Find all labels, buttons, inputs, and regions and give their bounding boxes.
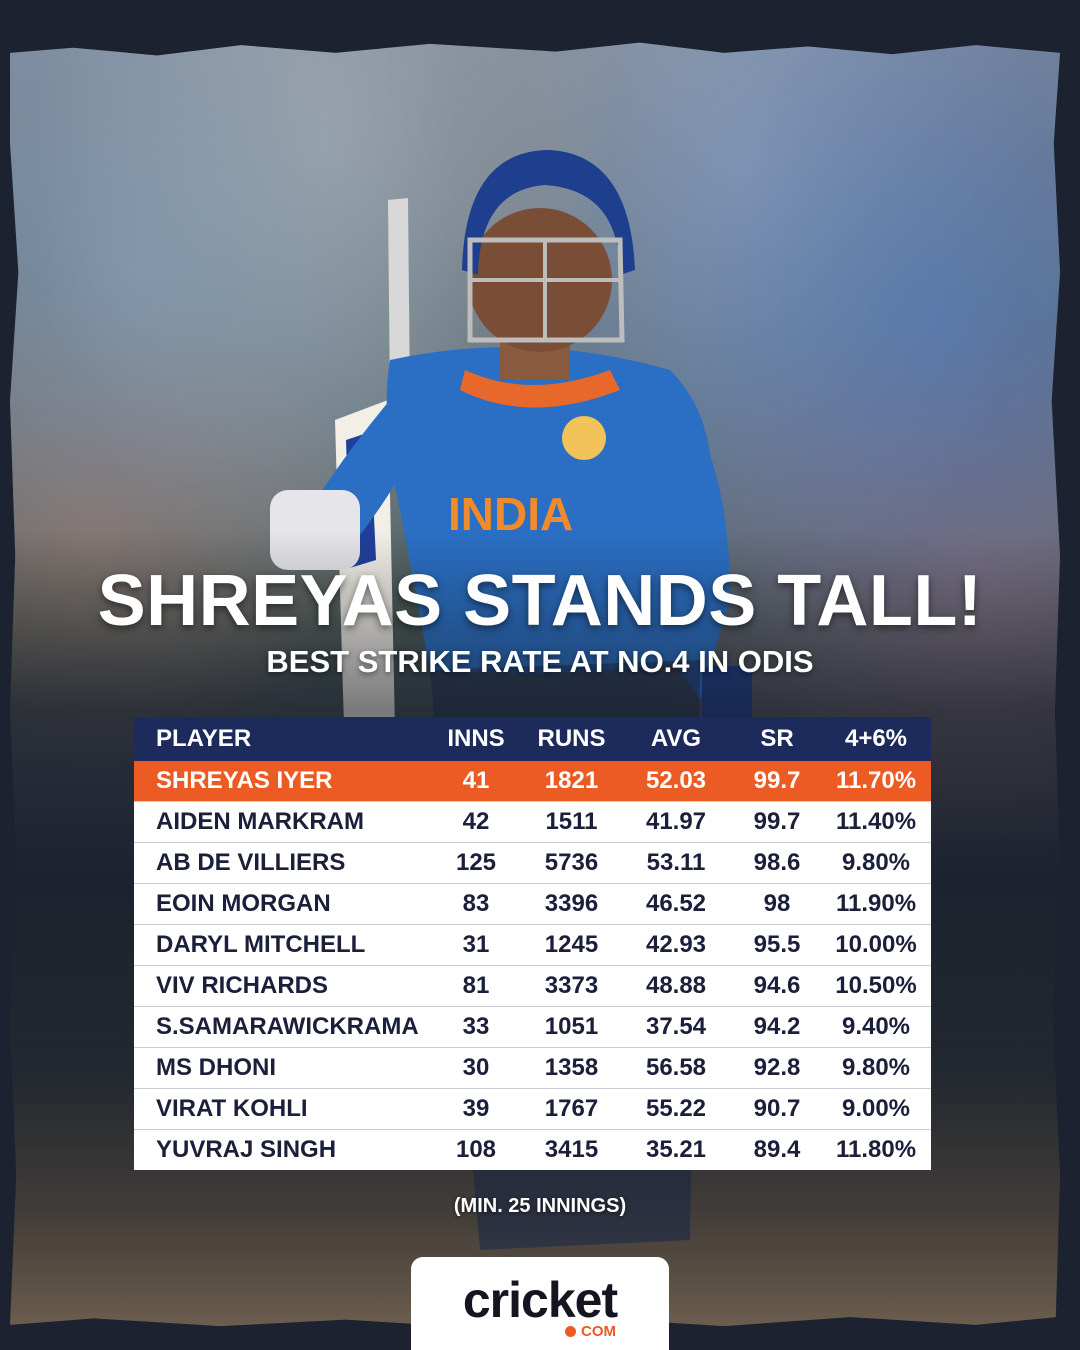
stat-cell: 81 <box>428 965 524 1007</box>
table-row: EOIN MORGAN 83 3396 46.52 98 11.90% <box>134 883 931 925</box>
player-name-cell: MS DHONI <box>134 1047 428 1089</box>
player-name-cell: DARYL MITCHELL <box>134 924 428 966</box>
stat-cell: 125 <box>428 842 524 884</box>
brand-wordmark: cricket <box>462 1272 618 1328</box>
stat-cell: 39 <box>428 1088 524 1130</box>
table-row: AB DE VILLIERS 125 5736 53.11 98.6 9.80% <box>134 842 931 884</box>
player-name-cell: SHREYAS IYER <box>134 761 428 802</box>
stat-cell: 9.80% <box>821 1047 931 1089</box>
stat-cell: 41 <box>428 761 524 802</box>
column-header: 4+6% <box>821 717 931 761</box>
stat-cell: 48.88 <box>619 965 733 1007</box>
stat-cell: 92.8 <box>733 1047 821 1089</box>
stat-cell: 94.2 <box>733 1006 821 1048</box>
stat-cell: 3373 <box>524 965 619 1007</box>
stat-cell: 9.80% <box>821 842 931 884</box>
stat-cell: 56.58 <box>619 1047 733 1089</box>
player-name-cell: VIV RICHARDS <box>134 965 428 1007</box>
stat-cell: 30 <box>428 1047 524 1089</box>
footnote: (MIN. 25 INNINGS) <box>453 1195 627 1217</box>
stat-cell: 108 <box>428 1129 524 1170</box>
brand-logo: cricket COM <box>411 1257 669 1350</box>
column-header: SR <box>733 717 821 761</box>
stat-cell: 9.40% <box>821 1006 931 1048</box>
stat-cell: 42 <box>428 801 524 843</box>
stat-cell: 90.7 <box>733 1088 821 1130</box>
stat-cell: 10.00% <box>821 924 931 966</box>
stat-cell: 1358 <box>524 1047 619 1089</box>
stat-cell: 98.6 <box>733 842 821 884</box>
stat-cell: 9.00% <box>821 1088 931 1130</box>
stat-cell: 3415 <box>524 1129 619 1170</box>
stat-cell: 1767 <box>524 1088 619 1130</box>
stat-cell: 46.52 <box>619 883 733 925</box>
stat-cell: 11.40% <box>821 801 931 843</box>
table-row: YUVRAJ SINGH 108 3415 35.21 89.4 11.80% <box>134 1129 931 1170</box>
player-name-cell: AIDEN MARKRAM <box>134 801 428 843</box>
table-row: AIDEN MARKRAM 42 1511 41.97 99.7 11.40% <box>134 801 931 843</box>
stat-cell: 99.7 <box>733 801 821 843</box>
player-name-cell: AB DE VILLIERS <box>134 842 428 884</box>
stat-cell: 11.80% <box>821 1129 931 1170</box>
player-name-cell: EOIN MORGAN <box>134 883 428 925</box>
stat-cell: 37.54 <box>619 1006 733 1048</box>
stat-cell: 94.6 <box>733 965 821 1007</box>
column-header: RUNS <box>524 717 619 761</box>
player-name-cell: S.SAMARAWICKRAMA <box>134 1006 428 1048</box>
column-header: INNS <box>428 717 524 761</box>
table-row: VIRAT KOHLI 39 1767 55.22 90.7 9.00% <box>134 1088 931 1130</box>
stat-cell: 98 <box>733 883 821 925</box>
table-row: MS DHONI 30 1358 56.58 92.8 9.80% <box>134 1047 931 1089</box>
player-name-cell: YUVRAJ SINGH <box>134 1129 428 1170</box>
stats-table: PLAYER INNS RUNS AVG SR 4+6% SHREYAS IYER 41 18… <box>134 717 931 1170</box>
brand-dot-icon <box>565 1326 576 1337</box>
stat-cell: 33 <box>428 1006 524 1048</box>
player-name-cell: VIRAT KOHLI <box>134 1088 428 1130</box>
table-body: SHREYAS IYER 41 1821 52.03 99.7 11.70% AIDEN M… <box>134 761 931 1170</box>
stat-cell: 1511 <box>524 801 619 843</box>
stat-cell: 3396 <box>524 883 619 925</box>
headline: SHREYAS STANDS TALL! <box>97 561 983 641</box>
stat-cell: 11.90% <box>821 883 931 925</box>
table-row: S.SAMARAWICKRAMA 33 1051 37.54 94.2 9.40% <box>134 1006 931 1048</box>
table-header-row: PLAYER INNS RUNS AVG SR 4+6% <box>134 717 931 761</box>
brand-suffix: COM <box>581 1323 616 1340</box>
stat-cell: 1821 <box>524 761 619 802</box>
column-header: AVG <box>619 717 733 761</box>
stat-cell: 89.4 <box>733 1129 821 1170</box>
column-header: PLAYER <box>134 717 428 761</box>
table-row: VIV RICHARDS 81 3373 48.88 94.6 10.50% <box>134 965 931 1007</box>
stat-cell: 53.11 <box>619 842 733 884</box>
stat-cell: 41.97 <box>619 801 733 843</box>
stat-cell: 1051 <box>524 1006 619 1048</box>
stat-cell: 10.50% <box>821 965 931 1007</box>
stat-cell: 52.03 <box>619 761 733 802</box>
stat-cell: 31 <box>428 924 524 966</box>
sub-headline: BEST STRIKE RATE AT NO.4 IN ODIS <box>266 644 814 679</box>
stat-cell: 83 <box>428 883 524 925</box>
stat-cell: 11.70% <box>821 761 931 802</box>
stat-cell: 1245 <box>524 924 619 966</box>
stat-cell: 55.22 <box>619 1088 733 1130</box>
table-row-highlighted: SHREYAS IYER 41 1821 52.03 99.7 11.70% <box>134 761 931 802</box>
stat-cell: 99.7 <box>733 761 821 802</box>
table-row: DARYL MITCHELL 31 1245 42.93 95.5 10.00% <box>134 924 931 966</box>
stat-cell: 95.5 <box>733 924 821 966</box>
stat-cell: 5736 <box>524 842 619 884</box>
stat-cell: 35.21 <box>619 1129 733 1170</box>
stat-cell: 42.93 <box>619 924 733 966</box>
